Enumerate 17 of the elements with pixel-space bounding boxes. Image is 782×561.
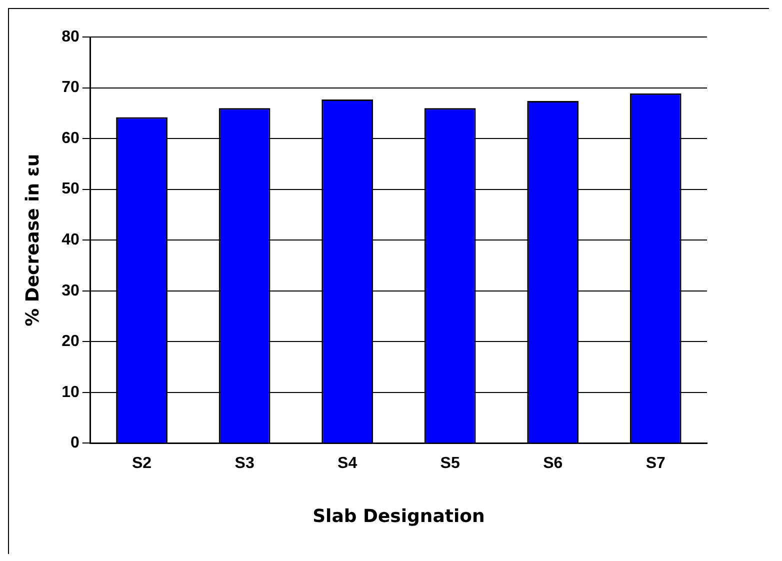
x-axis-title: Slab Designation <box>312 506 485 527</box>
x-tick-label: S5 <box>440 455 460 472</box>
y-tick-label: 50 <box>62 180 80 198</box>
y-tick-label: 80 <box>62 28 80 46</box>
x-tick-label: S7 <box>646 455 666 472</box>
y-tick-label: 60 <box>62 130 80 147</box>
y-tick-label: 0 <box>70 434 80 452</box>
y-tick-label: 70 <box>62 79 80 96</box>
y-axis-title: % Decrease in εu <box>22 154 44 326</box>
x-tick-label: S6 <box>543 455 563 472</box>
y-tick-label: 40 <box>62 232 80 249</box>
y-tick-label: 20 <box>62 333 80 350</box>
x-tick-label: S2 <box>132 455 152 472</box>
y-tick-label: 10 <box>62 384 80 401</box>
x-tick-label: S4 <box>338 455 358 472</box>
x-tick-label: S3 <box>234 455 254 472</box>
y-tick-label: 30 <box>62 282 80 300</box>
